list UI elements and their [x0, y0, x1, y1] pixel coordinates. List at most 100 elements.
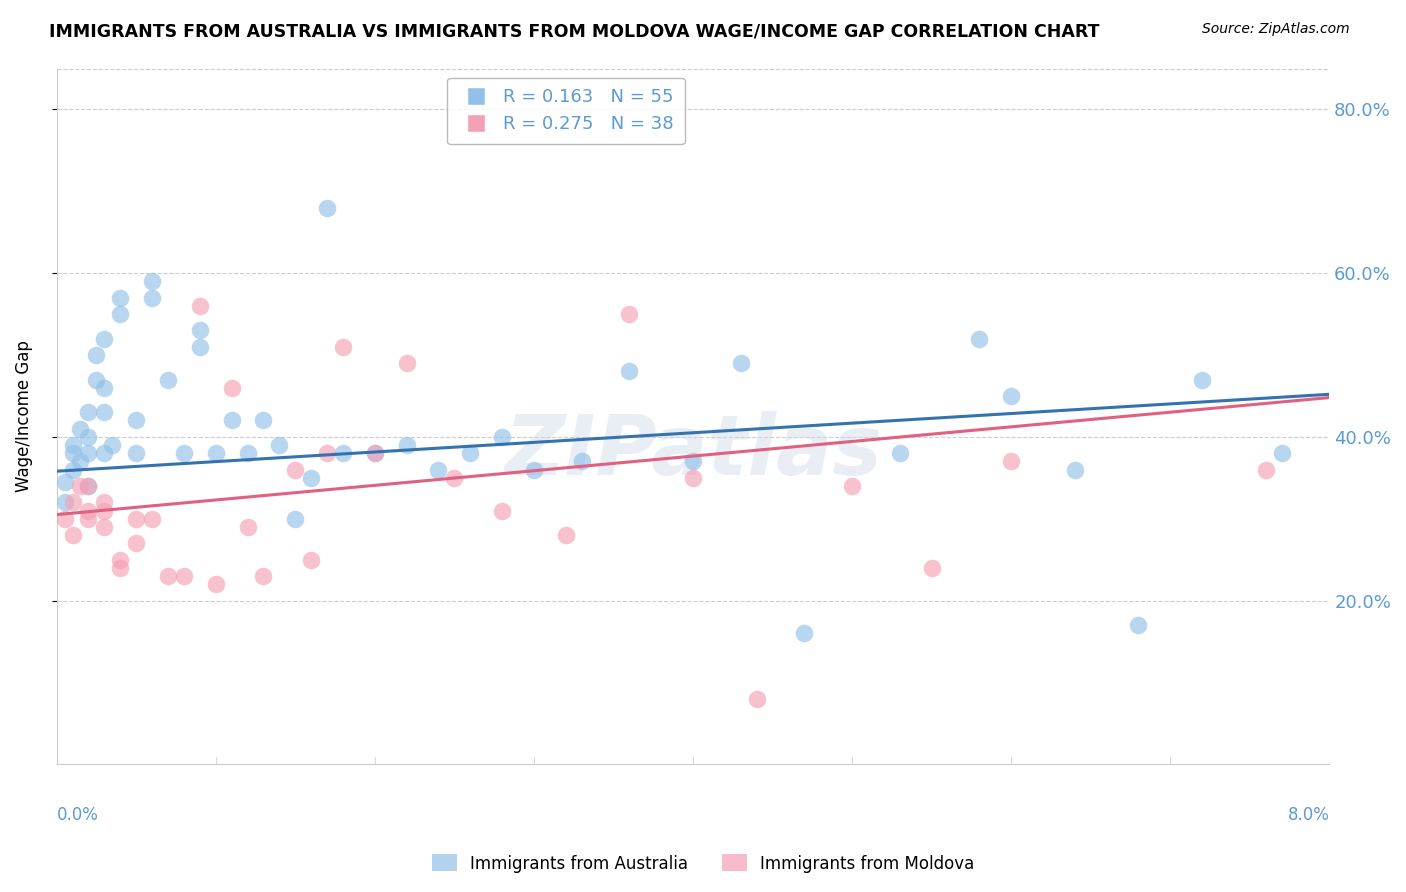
Point [110, 552, 132, 566]
Point [77, 512, 100, 526]
Point [299, 471, 322, 485]
Point [77, 405, 100, 419]
Point [93, 495, 115, 509]
Point [173, 446, 195, 460]
Point [793, 626, 815, 640]
Point [141, 512, 163, 526]
Point [1128, 618, 1150, 632]
Point [62, 462, 84, 476]
Point [110, 307, 132, 321]
Point [921, 561, 943, 575]
Point [53, 495, 76, 509]
Point [53, 512, 76, 526]
Point [1000, 454, 1022, 468]
Point [77, 479, 100, 493]
Point [458, 446, 481, 460]
Point [188, 323, 211, 337]
Point [682, 471, 704, 485]
Point [204, 446, 226, 460]
Point [236, 446, 259, 460]
Point [889, 446, 911, 460]
Point [619, 307, 641, 321]
Point [221, 381, 243, 395]
Text: 0.0%: 0.0% [56, 806, 98, 824]
Text: 8.0%: 8.0% [1288, 806, 1329, 824]
Point [299, 552, 322, 566]
Point [141, 274, 163, 288]
Point [77, 430, 100, 444]
Text: IMMIGRANTS FROM AUSTRALIA VS IMMIGRANTS FROM MOLDOVA WAGE/INCOME GAP CORRELATION: IMMIGRANTS FROM AUSTRALIA VS IMMIGRANTS … [49, 22, 1099, 40]
Point [93, 381, 115, 395]
Point [332, 446, 354, 460]
Point [125, 512, 148, 526]
Point [395, 356, 418, 370]
Point [125, 413, 148, 427]
Point [316, 201, 339, 215]
Point [188, 299, 211, 313]
Point [491, 503, 513, 517]
Point [204, 577, 226, 591]
Point [841, 479, 863, 493]
Point [62, 438, 84, 452]
Point [252, 413, 274, 427]
Point [745, 691, 768, 706]
Point [1000, 389, 1022, 403]
Point [523, 462, 546, 476]
Point [252, 569, 274, 583]
Point [571, 454, 593, 468]
Point [110, 291, 132, 305]
Point [69, 479, 91, 493]
Point [62, 495, 84, 509]
Point [93, 503, 115, 517]
Point [969, 332, 991, 346]
Point [141, 291, 163, 305]
Point [86, 373, 108, 387]
Point [395, 438, 418, 452]
Point [69, 454, 91, 468]
Point [427, 462, 450, 476]
Point [269, 438, 291, 452]
Point [316, 446, 339, 460]
Point [101, 438, 124, 452]
Y-axis label: Wage/Income Gap: Wage/Income Gap [15, 341, 32, 492]
Point [236, 520, 259, 534]
Point [284, 462, 307, 476]
Point [1270, 446, 1292, 460]
Point [364, 446, 387, 460]
Point [221, 413, 243, 427]
Point [53, 475, 76, 489]
Point [77, 446, 100, 460]
Point [62, 446, 84, 460]
Legend: R = 0.163   N = 55, R = 0.275   N = 38: R = 0.163 N = 55, R = 0.275 N = 38 [447, 78, 685, 145]
Point [1191, 373, 1213, 387]
Point [284, 512, 307, 526]
Text: Source: ZipAtlas.com: Source: ZipAtlas.com [1202, 22, 1350, 37]
Point [69, 422, 91, 436]
Point [86, 348, 108, 362]
Point [682, 454, 704, 468]
Point [156, 373, 179, 387]
Point [1063, 462, 1085, 476]
Point [188, 340, 211, 354]
Point [93, 520, 115, 534]
Point [125, 536, 148, 550]
Point [93, 332, 115, 346]
Point [125, 446, 148, 460]
Point [77, 503, 100, 517]
Point [554, 528, 576, 542]
Point [156, 569, 179, 583]
Point [619, 364, 641, 378]
Text: ZIPatlas: ZIPatlas [503, 410, 882, 491]
Point [110, 561, 132, 575]
Point [730, 356, 752, 370]
Point [364, 446, 387, 460]
Point [491, 430, 513, 444]
Point [93, 405, 115, 419]
Point [173, 569, 195, 583]
Point [93, 446, 115, 460]
Point [443, 471, 465, 485]
Point [1254, 462, 1277, 476]
Legend: Immigrants from Australia, Immigrants from Moldova: Immigrants from Australia, Immigrants fr… [425, 847, 981, 880]
Point [62, 528, 84, 542]
Point [77, 479, 100, 493]
